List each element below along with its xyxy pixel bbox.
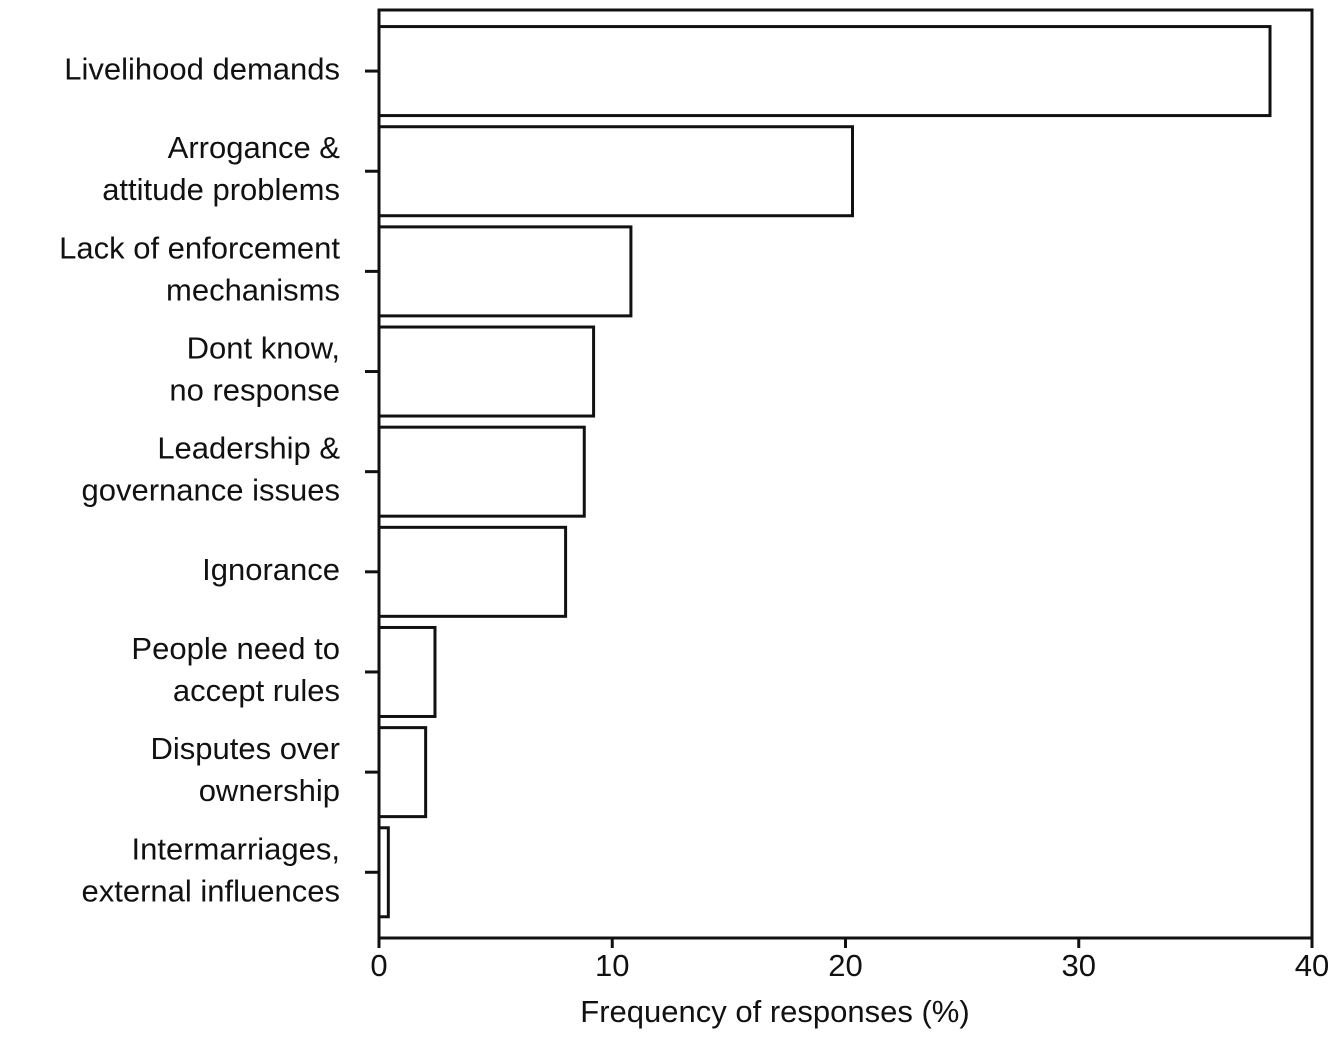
bar — [377, 425, 586, 518]
x-tick-label: 30 — [1062, 948, 1096, 983]
x-tick-label: 20 — [828, 948, 862, 983]
bar — [377, 625, 437, 718]
bar — [377, 125, 854, 218]
bar — [377, 525, 568, 618]
y-tick-label: Dont know, no response — [169, 331, 340, 408]
bar — [377, 325, 596, 418]
bar — [377, 826, 390, 919]
y-tick-label: Intermarriages, external influences — [82, 831, 341, 908]
x-tick-label: 10 — [595, 948, 629, 983]
y-tick-label: Lack of enforcement mechanisms — [59, 231, 340, 308]
y-tick-label: Disputes over ownership — [150, 731, 340, 808]
y-tick-label: Ignorance — [202, 552, 340, 587]
x-tick-label: 0 — [370, 948, 387, 983]
y-tick-label: Arrogance & attitude problems — [102, 130, 340, 207]
x-tick-label: 40 — [1295, 948, 1329, 983]
y-tick-label: People need to accept rules — [131, 631, 340, 708]
x-axis-label: Frequency of responses (%) — [580, 994, 969, 1029]
bar — [377, 25, 1272, 118]
y-tick-label: Livelihood demands — [64, 51, 340, 86]
bar — [377, 726, 428, 819]
bar — [377, 225, 633, 318]
y-tick-label: Leadership & governance issues — [82, 431, 341, 508]
